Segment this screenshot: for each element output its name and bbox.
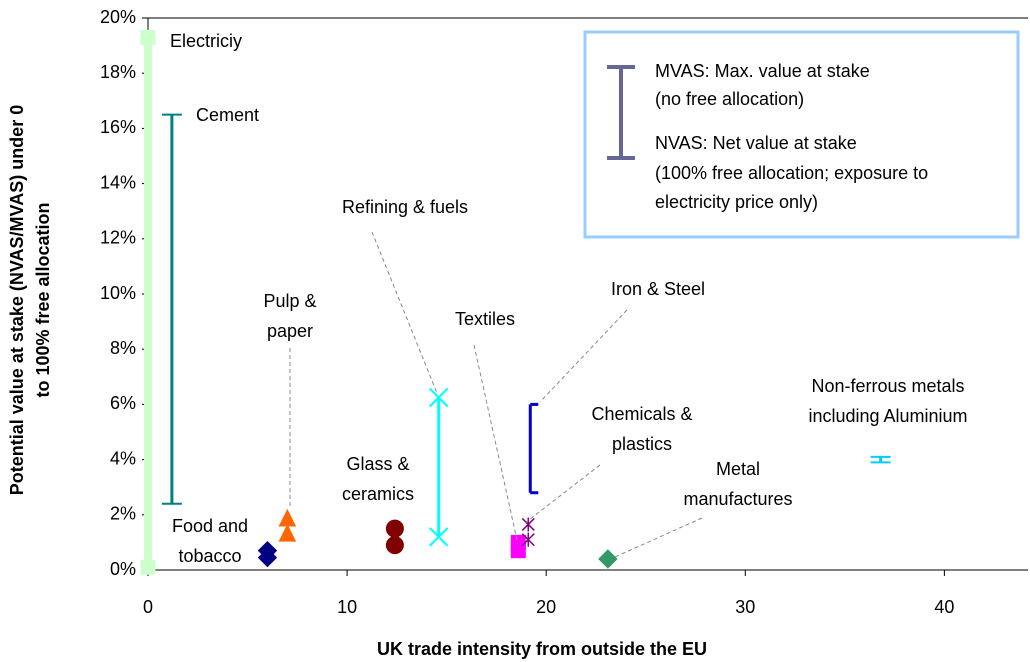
x-tick-label: 20 bbox=[536, 597, 556, 617]
series-label: Textiles bbox=[455, 309, 515, 329]
x-tick-label: 40 bbox=[934, 597, 954, 617]
series-label: including Aluminium bbox=[808, 406, 967, 426]
marker bbox=[385, 519, 404, 538]
leader-line bbox=[539, 309, 628, 403]
legend-text: (100% free allocation; exposure to bbox=[655, 163, 928, 183]
marker bbox=[510, 534, 526, 550]
legend-box bbox=[583, 30, 1020, 239]
series-label: Electriciy bbox=[170, 31, 242, 51]
y-tick-label: 14% bbox=[100, 172, 136, 192]
marker bbox=[598, 549, 618, 569]
marker bbox=[521, 532, 535, 547]
y-tick-label: 2% bbox=[110, 504, 136, 524]
y-tick-label: 4% bbox=[110, 448, 136, 468]
marker bbox=[278, 508, 297, 527]
series-label: paper bbox=[267, 321, 313, 341]
marker bbox=[428, 387, 449, 408]
legend-text: (no free allocation) bbox=[655, 89, 804, 109]
series-label: Refining & fuels bbox=[342, 197, 468, 217]
y-tick-label: 0% bbox=[110, 559, 136, 579]
series-label: Metal bbox=[716, 459, 760, 479]
legend-icon bbox=[607, 65, 635, 160]
x-axis-title: UK trade intensity from outside the EU bbox=[377, 639, 707, 659]
legend-text: electricity price only) bbox=[655, 192, 818, 212]
y-tick-label: 18% bbox=[100, 62, 136, 82]
leader-line bbox=[524, 464, 601, 524]
series-label: Chemicals & bbox=[591, 404, 692, 424]
marker bbox=[428, 527, 449, 547]
marker bbox=[140, 29, 156, 45]
series-label: Iron & Steel bbox=[611, 279, 705, 299]
legend-text: NVAS: Net value at stake bbox=[655, 133, 857, 153]
series-label: plastics bbox=[612, 434, 672, 454]
y-tick-label: 10% bbox=[100, 283, 136, 303]
y-tick-label: 16% bbox=[100, 117, 136, 137]
y-axis-title: Potential value at stake (NVAS/MVAS) und… bbox=[7, 105, 27, 495]
marker bbox=[140, 559, 156, 575]
y-tick-label: 6% bbox=[110, 393, 136, 413]
y-tick-label: 20% bbox=[100, 7, 136, 27]
marker bbox=[257, 540, 278, 561]
series-label: Cement bbox=[196, 105, 259, 125]
y-axis-title: to 100% free allocation bbox=[33, 202, 53, 397]
x-tick-label: 30 bbox=[735, 597, 755, 617]
series-label: Food and bbox=[172, 516, 248, 536]
series-label: ceramics bbox=[342, 484, 414, 504]
leader-line bbox=[371, 231, 438, 394]
marker bbox=[521, 517, 535, 532]
series-label: manufactures bbox=[683, 489, 792, 509]
x-tick-label: 0 bbox=[143, 597, 153, 617]
series-label: Pulp & bbox=[263, 291, 316, 311]
series-label: tobacco bbox=[178, 546, 241, 566]
x-tick-label: 10 bbox=[337, 597, 357, 617]
y-tick-label: 8% bbox=[110, 338, 136, 358]
series-label: Glass & bbox=[346, 454, 409, 474]
marker bbox=[385, 536, 404, 555]
marker bbox=[278, 524, 297, 542]
series-label: Non-ferrous metals bbox=[811, 376, 964, 396]
leader-line bbox=[473, 344, 518, 541]
leader-line bbox=[614, 517, 703, 558]
legend-text: MVAS: Max. value at stake bbox=[655, 61, 870, 81]
y-tick-label: 12% bbox=[100, 228, 136, 248]
